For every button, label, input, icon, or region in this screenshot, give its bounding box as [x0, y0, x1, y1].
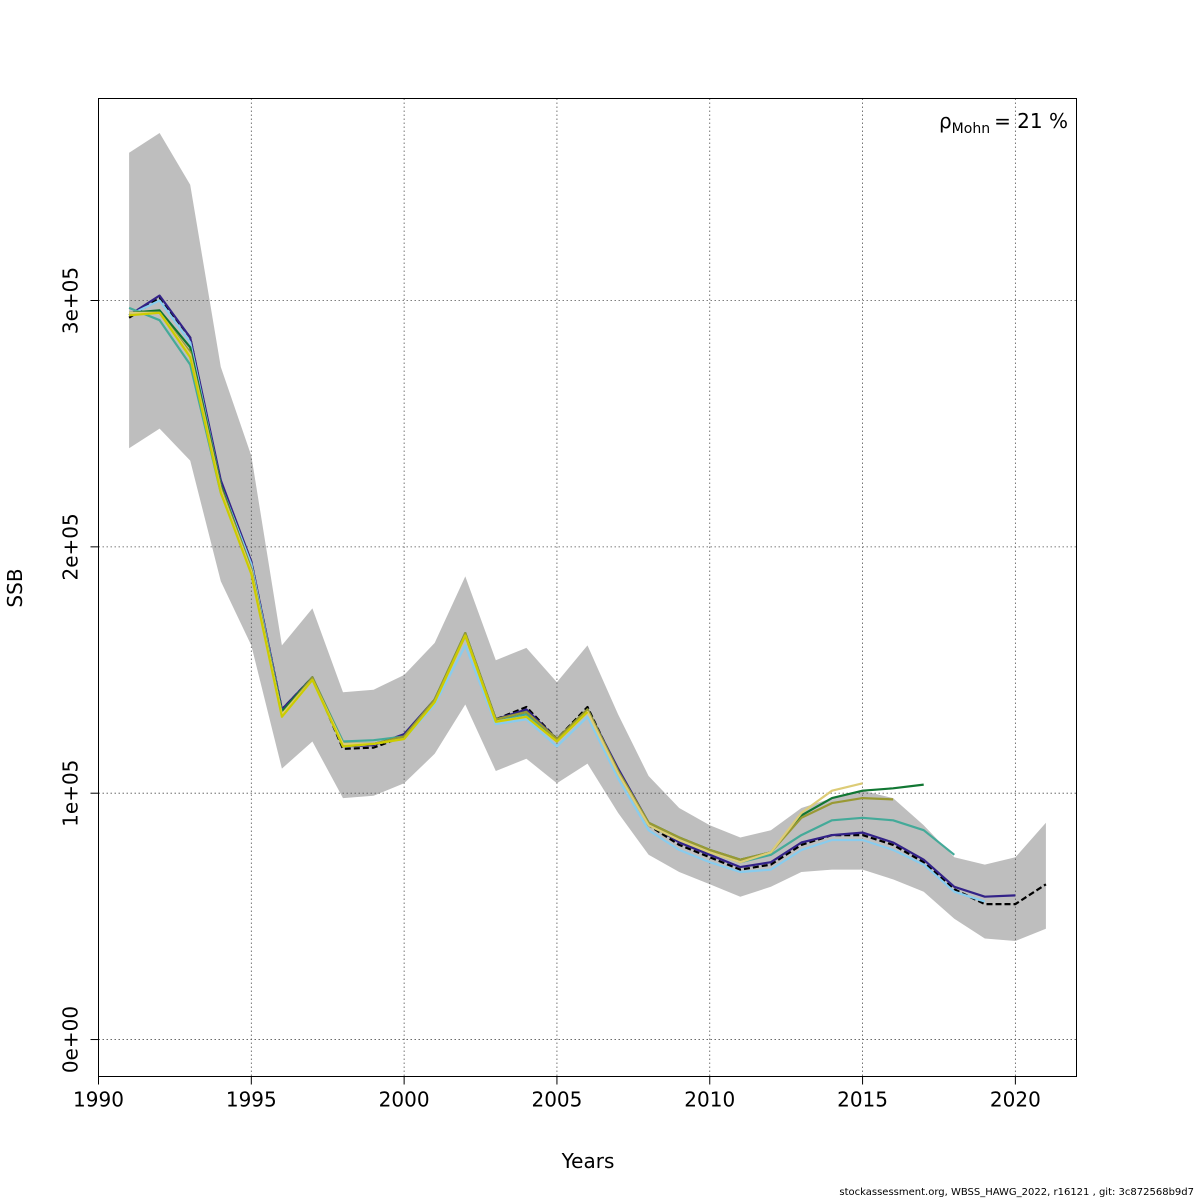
series-line-7 — [129, 311, 589, 748]
x-tick-label-5: 2015 — [837, 1088, 888, 1112]
footer-credit: stockassessment.org, WBSS_HAWG_2022, r16… — [839, 1187, 1194, 1198]
y-tick-label-2: 2e+05 — [59, 513, 83, 580]
x-tick-label-2: 2000 — [379, 1088, 430, 1112]
x-axis-title: Years — [561, 1149, 615, 1173]
rho-subscript: Mohn — [952, 121, 990, 137]
rho-value: = 21 % — [994, 109, 1068, 133]
mohn-rho-annotation: ρMohn = 21 % — [939, 109, 1068, 137]
y-tick-label-1: 1e+05 — [59, 760, 83, 827]
y-axis-title: SSB — [3, 568, 27, 607]
y-tick-label-3: 3e+05 — [59, 267, 83, 334]
confidence-band — [129, 133, 1046, 941]
x-tick-label-1: 1995 — [226, 1088, 277, 1112]
x-tick-label-3: 2005 — [531, 1088, 582, 1112]
y-tick-label-0: 0e+00 — [59, 1006, 83, 1073]
rho-symbol: ρ — [939, 109, 952, 133]
confidence-band-layer — [129, 133, 1046, 941]
x-tick-label-0: 1990 — [73, 1088, 124, 1112]
series-layer — [128, 294, 1047, 906]
x-tick-label-6: 2020 — [990, 1088, 1041, 1112]
axis-layer: 1990 1995 2000 2005 2010 2015 2020 0e+00 1e+05 2e… — [59, 267, 1041, 1112]
x-tick-label-4: 2010 — [684, 1088, 735, 1112]
